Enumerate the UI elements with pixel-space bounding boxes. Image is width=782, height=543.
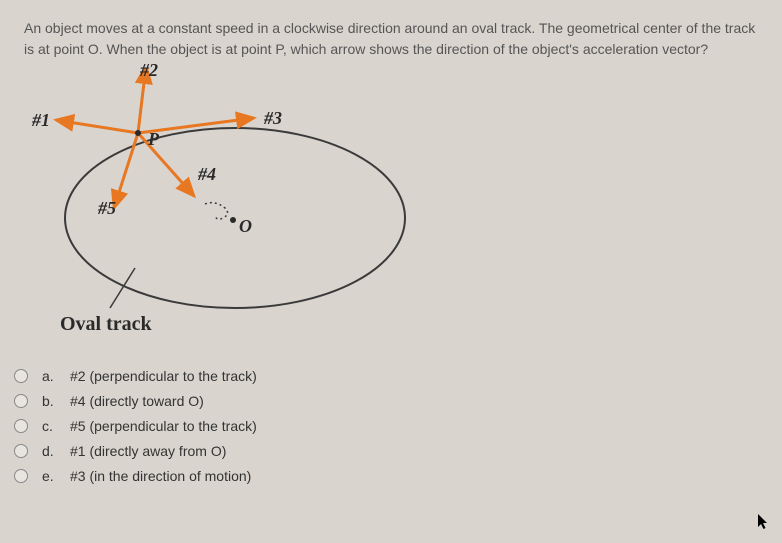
diagram: #1#2#3#4#5POOval track xyxy=(20,68,440,358)
option-letter: c. xyxy=(42,418,60,434)
diagram-label: #1 xyxy=(32,110,50,131)
radio-b[interactable] xyxy=(14,394,28,408)
option-letter: d. xyxy=(42,443,60,459)
option-letter: a. xyxy=(42,368,60,384)
option-a[interactable]: a. #2 (perpendicular to the track) xyxy=(14,368,782,384)
option-d[interactable]: d. #1 (directly away from O) xyxy=(14,443,782,459)
option-text: #5 (perpendicular to the track) xyxy=(70,418,257,434)
radio-a[interactable] xyxy=(14,369,28,383)
option-letter: e. xyxy=(42,468,60,484)
option-e[interactable]: e. #3 (in the direction of motion) xyxy=(14,468,782,484)
options-list: a. #2 (perpendicular to the track) b. #4… xyxy=(14,368,782,484)
radio-c[interactable] xyxy=(14,419,28,433)
option-c[interactable]: c. #5 (perpendicular to the track) xyxy=(14,418,782,434)
option-letter: b. xyxy=(42,393,60,409)
diagram-label: O xyxy=(239,216,252,237)
question-text: An object moves at a constant speed in a… xyxy=(0,0,782,60)
diagram-label: #2 xyxy=(140,60,158,81)
option-b[interactable]: b. #4 (directly toward O) xyxy=(14,393,782,409)
radio-e[interactable] xyxy=(14,469,28,483)
option-text: #3 (in the direction of motion) xyxy=(70,468,251,484)
cursor-icon xyxy=(758,514,770,533)
diagram-label: P xyxy=(148,129,159,150)
radio-d[interactable] xyxy=(14,444,28,458)
option-text: #4 (directly toward O) xyxy=(70,393,204,409)
diagram-label: Oval track xyxy=(60,313,152,336)
option-text: #2 (perpendicular to the track) xyxy=(70,368,257,384)
diagram-label: #5 xyxy=(98,198,116,219)
diagram-label: #3 xyxy=(264,108,282,129)
option-text: #1 (directly away from O) xyxy=(70,443,226,459)
diagram-label: #4 xyxy=(198,164,216,185)
